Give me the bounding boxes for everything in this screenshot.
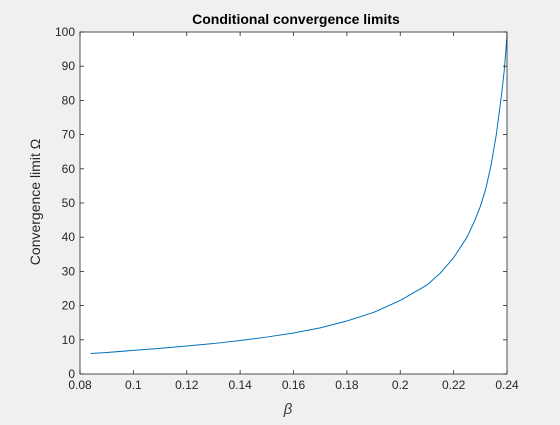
y-tick-label: 70 bbox=[62, 128, 76, 142]
y-tick-label: 50 bbox=[62, 196, 76, 210]
x-axis-label: β bbox=[283, 401, 293, 418]
x-tick-label: 0.24 bbox=[495, 378, 519, 392]
x-tick-label: 0.16 bbox=[282, 378, 306, 392]
x-tick-label: 0.22 bbox=[442, 378, 466, 392]
y-axis-label: Convergence limit Ω bbox=[27, 139, 43, 265]
chart-marks: 0.08 0.1 0.12 0.14 0.16 0.18 0.2 0.22 0.24 0 10 20 3… bbox=[55, 25, 519, 392]
y-tick-label: 20 bbox=[62, 299, 76, 313]
y-tick-label: 100 bbox=[55, 25, 75, 39]
plot-area bbox=[80, 32, 507, 374]
x-tick-label: 0.2 bbox=[392, 378, 409, 392]
y-tick-label: 30 bbox=[62, 264, 76, 278]
x-tick-label: 0.08 bbox=[68, 378, 92, 392]
y-tick-label: 40 bbox=[62, 230, 76, 244]
x-tick-label: 0.14 bbox=[228, 378, 252, 392]
x-tick-label: 0.18 bbox=[335, 378, 359, 392]
x-tick-label: 0.1 bbox=[125, 378, 142, 392]
x-tick-label: 0.12 bbox=[175, 378, 199, 392]
y-tick-label: 0 bbox=[68, 367, 75, 381]
series-line-0 bbox=[90, 35, 508, 354]
chart-title: Conditional convergence limits bbox=[192, 11, 400, 27]
y-tick-label: 10 bbox=[62, 333, 76, 347]
y-tick-label: 90 bbox=[62, 59, 76, 73]
y-tick-label: 80 bbox=[62, 93, 76, 107]
y-tick-label: 60 bbox=[62, 162, 76, 176]
